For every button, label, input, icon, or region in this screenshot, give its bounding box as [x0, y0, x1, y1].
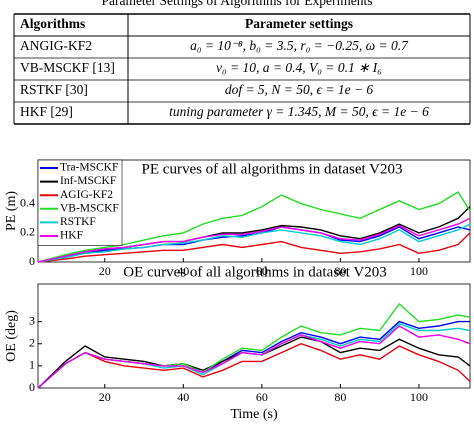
- y-tick-label: 1: [29, 358, 35, 372]
- y-tick-label: 3: [29, 313, 35, 327]
- y-tick-label: 2: [29, 335, 35, 349]
- y-tick-label: 0.2: [20, 225, 35, 239]
- cell: tuning parameter γ = 1.345, M = 50, ϵ = …: [169, 104, 429, 119]
- header-cell: Algorithms: [20, 16, 85, 31]
- y-axis-label: OE (deg): [4, 310, 19, 362]
- x-tick-label: 100: [410, 390, 428, 404]
- x-tick-label: 60: [256, 264, 268, 278]
- cell: a₀ = 10⁻⁸, b₀ = 3.5, r₀ = −0.25, ω = 0.7: [190, 38, 409, 53]
- y-tick-label: 0: [29, 254, 35, 268]
- chart-title: OE curves of all algorithms in dataset V…: [123, 264, 386, 280]
- chart-title: PE curves of all algorithms in dataset V…: [142, 161, 403, 177]
- cell: RSTKF [30]: [20, 82, 88, 97]
- x-tick-label: 100: [410, 264, 428, 278]
- cell: dof = 5, N = 50, ϵ = 1e − 6: [225, 82, 374, 97]
- cell: HKF [29]: [20, 104, 73, 119]
- legend-label: VB-MSCKF: [60, 202, 119, 214]
- series-line: [37, 342, 471, 389]
- y-tick-label: 0.4: [20, 195, 35, 209]
- x-tick-label: 40: [177, 264, 189, 278]
- cell: ANGIG-KF2: [20, 38, 92, 53]
- legend-label: RSTKF: [60, 216, 96, 228]
- cell: ν₀ = 10, a = 0.4, V₀ = 0.1 ∗ I₆: [216, 60, 382, 75]
- x-tick-label: 20: [99, 264, 111, 278]
- legend-label: AGIG-KF2: [60, 189, 113, 201]
- header-cell: Parameter settings: [245, 16, 353, 31]
- x-tick-label: 20: [99, 390, 111, 404]
- legend-label: HKF: [60, 230, 83, 242]
- y-tick-label: 0: [29, 380, 35, 394]
- series-line: [37, 232, 471, 263]
- cell: VB-MSCKF [13]: [20, 60, 115, 75]
- plot-area: [37, 283, 471, 389]
- y-axis-label: PE (m): [4, 191, 19, 231]
- x-tick-label: 80: [334, 390, 346, 404]
- legend-label: Inf-MSCKF: [60, 175, 116, 187]
- legend-label: Tra-MSCKF: [60, 162, 118, 174]
- series-line: [37, 217, 471, 263]
- series-line: [37, 325, 471, 389]
- table-title: Parameter Settings of Algorithms for Exp…: [101, 0, 372, 8]
- x-tick-label: 60: [256, 390, 268, 404]
- legend-box: [37, 159, 123, 246]
- x-tick-label: 80: [334, 264, 346, 278]
- series-line: [37, 223, 471, 263]
- x-tick-label: 40: [177, 390, 189, 404]
- x-axis-label: Time (s): [230, 407, 278, 422]
